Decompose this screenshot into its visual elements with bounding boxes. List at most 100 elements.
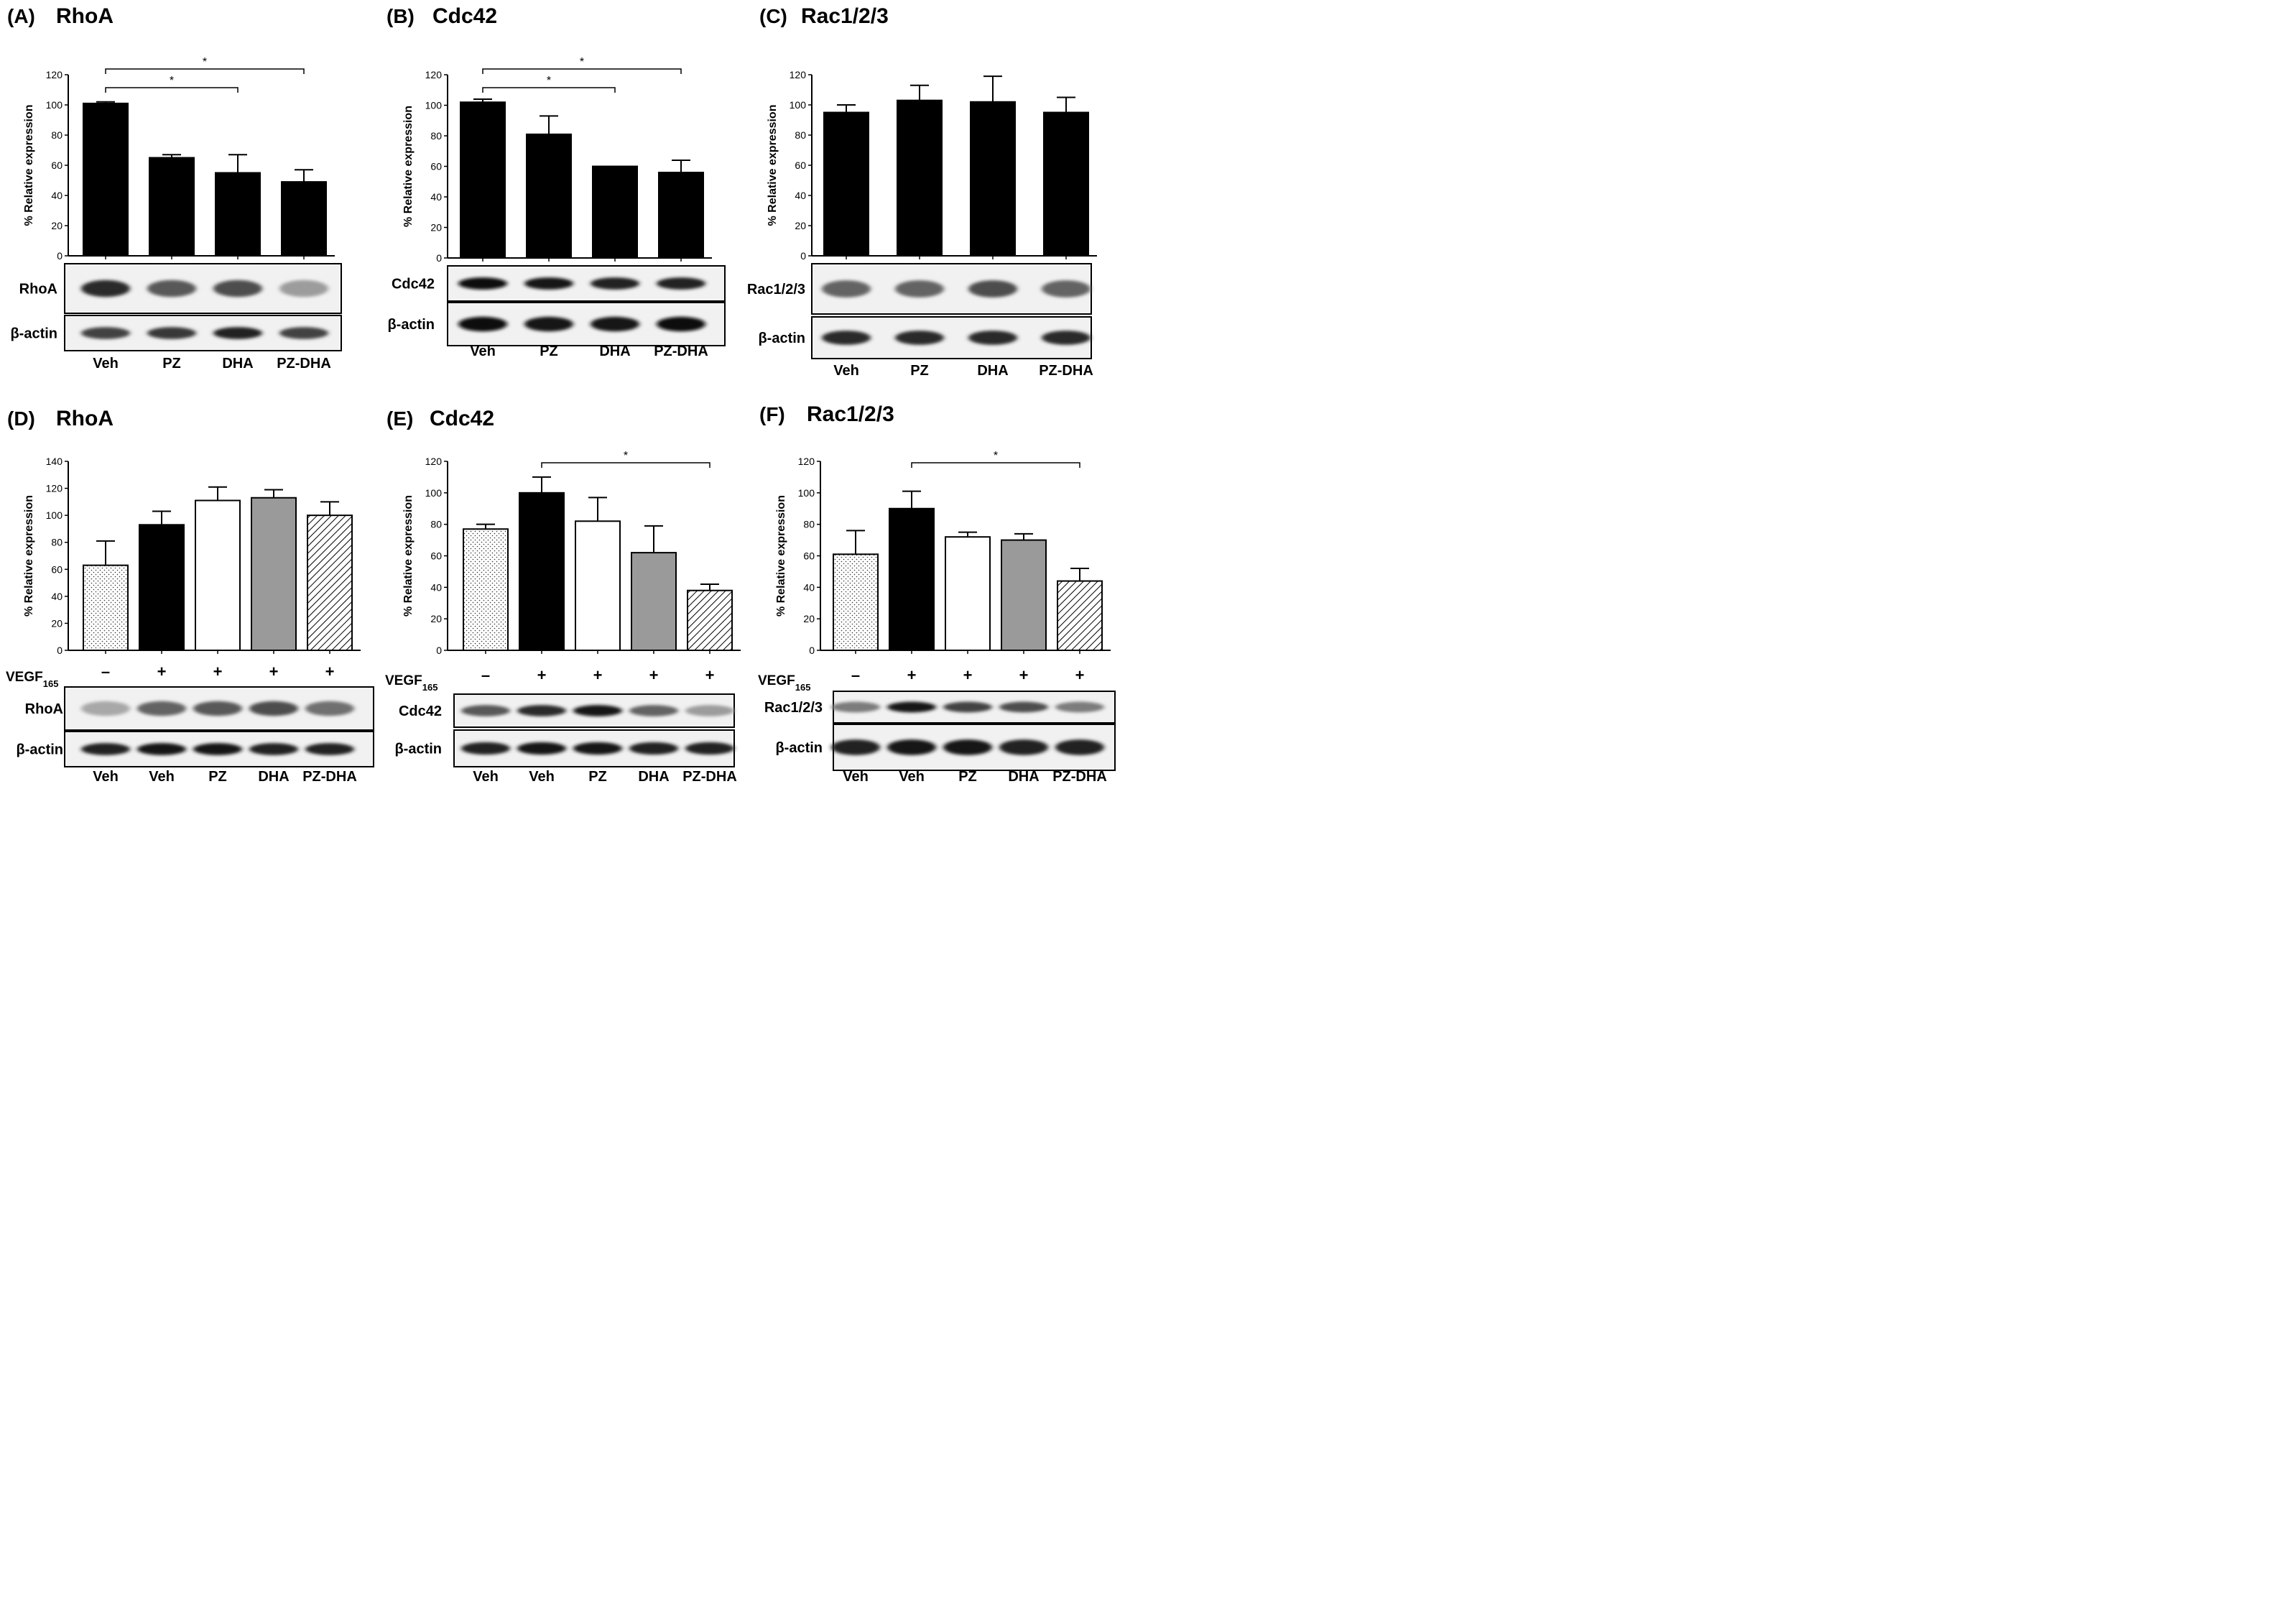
blot-band (895, 280, 944, 297)
panel-letter: (B) (386, 5, 415, 27)
y-axis-label: % Relative expression (23, 105, 35, 226)
y-tick-label: 60 (430, 550, 442, 562)
blot-band (458, 277, 507, 290)
blot-row-label: β-actin (10, 326, 57, 342)
y-tick-label: 100 (425, 487, 443, 499)
y-tick-label: 0 (436, 252, 442, 264)
panel-f: (F) Rac1/2/3 0 20 40 60 80 100 120 % Relative exp… (758, 402, 1116, 785)
blot-band (943, 739, 992, 755)
blot-band (81, 327, 130, 339)
vegf-sign: + (907, 666, 917, 684)
blot-band (81, 280, 130, 297)
panel-title: Cdc42 (430, 407, 494, 430)
y-tick-label: 60 (51, 160, 63, 171)
category-label: PZ (208, 769, 227, 785)
blot-band (1042, 331, 1091, 345)
significance-bracket (482, 68, 682, 74)
bar-5 (687, 589, 733, 652)
vegf-sign: + (705, 666, 715, 684)
vegf-sign: + (963, 666, 973, 684)
blot-band (524, 316, 573, 332)
y-tick-label: 20 (51, 617, 63, 629)
vegf-sign: + (1019, 666, 1029, 684)
panel-letter: (F) (759, 403, 785, 425)
category-label: DHA (638, 769, 669, 785)
y-tick-label: 80 (795, 129, 806, 141)
blot-band (193, 743, 242, 755)
y-tick-label: 40 (51, 190, 63, 201)
blot-band (895, 331, 944, 345)
y-tick-label: 80 (430, 130, 442, 142)
blot-band (249, 701, 298, 716)
figure-canvas: (A) RhoA 0 20 40 60 80 100 120 % Relative express… (6, 4, 1116, 785)
blot-band (1055, 701, 1104, 713)
y-tick-label: 0 (57, 645, 63, 656)
blot-band (968, 331, 1017, 345)
blot-band (461, 705, 510, 716)
significance-label: * (580, 56, 584, 68)
blot-band (685, 705, 734, 716)
bar-2 (897, 99, 943, 257)
category-label: PZ-DHA (654, 343, 708, 359)
y-tick-label: 40 (430, 581, 442, 593)
y-tick-label: 20 (430, 613, 442, 624)
blot-band (573, 742, 622, 755)
significance-label: * (203, 56, 207, 68)
blot-band (657, 316, 705, 332)
y-tick-label: 0 (800, 250, 806, 262)
y-tick-label: 20 (803, 613, 815, 624)
blot-band (524, 277, 573, 290)
blot-band (461, 742, 510, 755)
vegf-label: VEGF165 (758, 673, 810, 693)
blot-band (213, 280, 262, 297)
vegf-sign: + (593, 666, 603, 684)
category-label: Veh (833, 363, 859, 379)
y-axis-label: % Relative expression (775, 495, 787, 617)
blot-row-label: Rac1/2/3 (764, 700, 823, 716)
bar-3 (592, 165, 638, 259)
category-label: DHA (222, 356, 253, 372)
blot-band (517, 705, 566, 716)
bar-4 (1043, 111, 1089, 257)
significance-bracket (541, 462, 710, 468)
category-label: Veh (529, 769, 555, 785)
vegf-label: VEGF165 (385, 673, 438, 693)
significance-bracket (482, 87, 616, 93)
y-tick-label: 60 (51, 563, 63, 575)
y-tick-label: 0 (436, 645, 442, 656)
blot-row-label: Cdc42 (392, 277, 435, 292)
blot-band (887, 701, 936, 713)
panel-title: Rac1/2/3 (807, 402, 894, 426)
significance-label: * (994, 450, 998, 462)
blot-row-label: Rac1/2/3 (747, 282, 805, 297)
blot-row-label: β-actin (775, 740, 823, 756)
y-tick-label: 60 (430, 161, 442, 172)
bar-1 (83, 564, 129, 652)
blot-band (1055, 739, 1104, 755)
category-label: DHA (599, 343, 630, 359)
y-tick-label: 80 (51, 129, 63, 141)
vegf-subscript: 165 (43, 678, 59, 689)
bar-5 (1057, 580, 1103, 651)
vegf-sign: + (649, 666, 659, 684)
y-axis-label: % Relative expression (402, 495, 415, 617)
blot-row-label: Cdc42 (399, 703, 442, 719)
panel-b: (B) Cdc42 0 20 40 60 80 100 120 % Relative expres… (386, 4, 726, 359)
y-tick-label: 140 (46, 456, 63, 467)
significance-bracket (105, 68, 305, 74)
bar-2 (149, 157, 195, 257)
blot-band (279, 327, 328, 339)
y-tick-label: 40 (803, 581, 815, 593)
panel-c: (C) Rac1/2/3 0 20 40 60 80 100 120 % Relative exp… (747, 4, 1097, 379)
panel-title: RhoA (56, 407, 114, 430)
y-tick-label: 120 (790, 69, 807, 80)
blot-band (968, 280, 1017, 297)
bar-3 (970, 101, 1016, 257)
bar-4 (251, 497, 297, 651)
vegf-sign: – (101, 663, 110, 680)
blot-band (943, 701, 992, 713)
blot-band (822, 280, 871, 297)
vegf-subscript: 165 (422, 682, 438, 693)
blot-band (517, 742, 566, 755)
blot-band (831, 701, 880, 713)
